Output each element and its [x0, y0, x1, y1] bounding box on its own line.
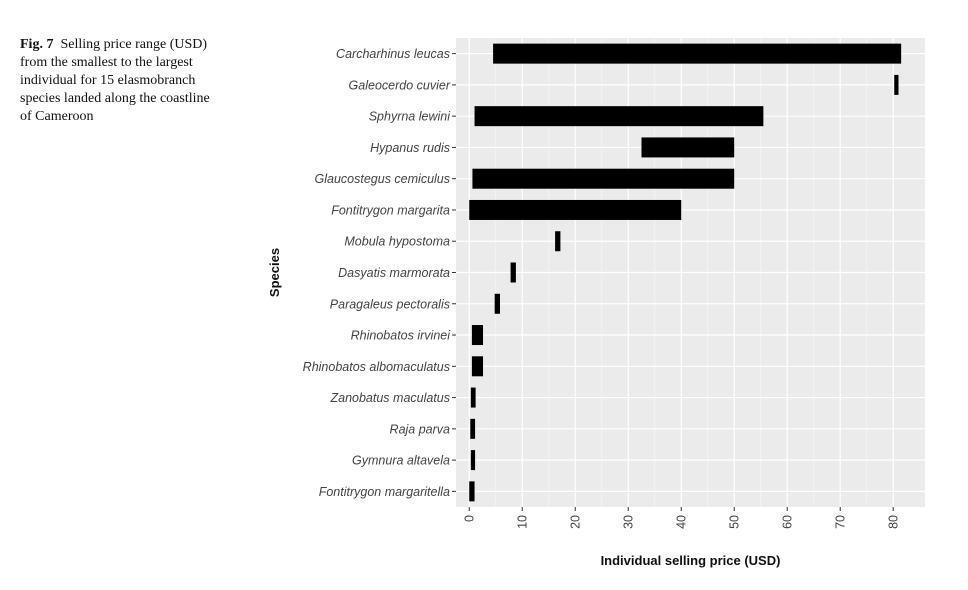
range-bars — [469, 43, 902, 502]
species-label: Zanobatus maculatus — [329, 391, 450, 405]
x-axis-title: Individual selling price (USD) — [601, 553, 781, 568]
species-label: Paragaleus pectoralis — [330, 297, 450, 311]
range-bar — [894, 74, 899, 95]
x-tick-label: 60 — [781, 515, 795, 529]
species-label: Glaucostegus cemiculus — [315, 172, 450, 186]
range-bar — [510, 262, 516, 283]
range-bar — [471, 325, 484, 346]
species-label: Carcharhinus leucas — [336, 47, 450, 61]
range-bar — [494, 293, 500, 314]
species-label: Rhinobatos irvinei — [351, 329, 452, 343]
figure-caption: Fig. 7 Selling price range (USD) from th… — [20, 36, 220, 126]
species-labels: Carcharhinus leucas Galeocerdo cuvier Sphy… — [303, 47, 456, 499]
range-bar — [493, 43, 902, 64]
x-tick-labels: 0 10 20 30 40 50 60 70 80 — [463, 507, 901, 529]
species-label: Fontitrygon margarita — [331, 203, 450, 217]
range-bar — [469, 481, 475, 502]
x-tick-label: 80 — [887, 515, 901, 529]
range-bar — [471, 356, 484, 377]
range-bar — [470, 450, 476, 471]
species-label: Dasyatis marmorata — [338, 266, 450, 280]
x-tick-label: 10 — [516, 515, 530, 529]
species-label: Galeocerdo cuvier — [349, 78, 451, 92]
x-tick-label: 50 — [728, 515, 742, 529]
range-bar — [470, 418, 476, 439]
range-bar — [469, 199, 682, 220]
species-label: Fontitrygon margaritella — [319, 485, 450, 499]
range-bar — [472, 168, 735, 189]
species-label: Gymnura altavela — [352, 454, 450, 468]
figure-label: Fig. 7 — [20, 37, 54, 52]
figure-caption-text: Selling price range (USD) from the small… — [20, 37, 210, 124]
range-bar — [470, 387, 476, 408]
species-label: Sphyrna lewini — [369, 110, 452, 124]
species-label: Hypanus rudis — [370, 141, 450, 155]
range-bar — [555, 231, 561, 252]
y-axis-title: Species — [267, 248, 282, 297]
x-tick-label: 40 — [675, 515, 689, 529]
range-bar — [474, 106, 764, 127]
species-label: Raja parva — [390, 422, 450, 436]
x-tick-label: 0 — [463, 515, 477, 522]
species-label: Rhinobatos albomaculatus — [303, 360, 450, 374]
range-bar — [641, 137, 735, 158]
x-tick-label: 70 — [834, 515, 848, 529]
x-tick-label: 20 — [569, 515, 583, 529]
species-label: Mobula hypostoma — [344, 235, 450, 249]
x-tick-label: 30 — [622, 515, 636, 529]
